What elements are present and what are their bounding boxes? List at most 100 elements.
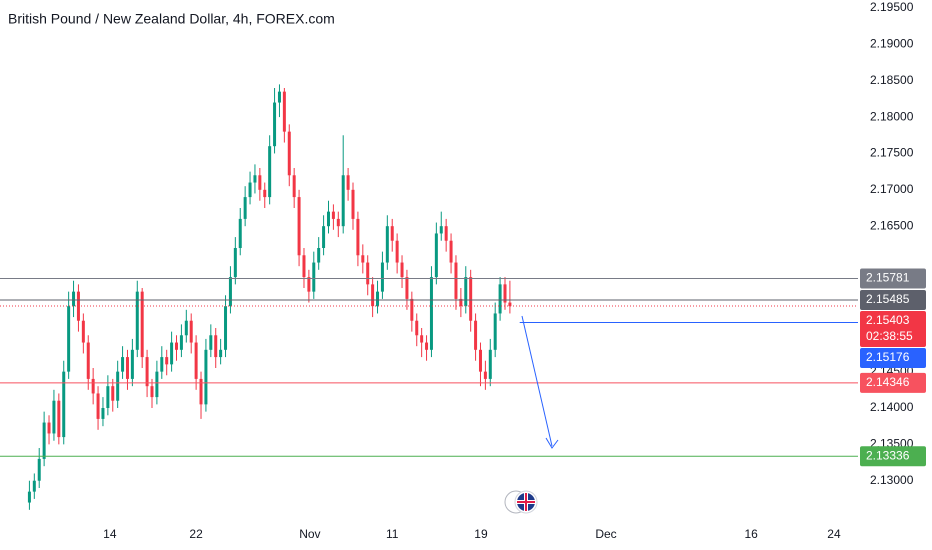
- y-tick-label: 2.14000: [870, 400, 914, 414]
- candle-body: [346, 175, 350, 190]
- overlay: [504, 315, 559, 514]
- x-tick-label: Nov: [299, 527, 320, 541]
- candle-body: [302, 255, 306, 278]
- candle-body: [145, 357, 149, 387]
- candle-body: [292, 175, 296, 198]
- candle-body: [361, 255, 365, 263]
- candle-body: [454, 262, 458, 299]
- candle-body: [474, 320, 478, 350]
- candle-body: [253, 175, 257, 183]
- candle-body: [429, 277, 433, 350]
- candle-body: [425, 342, 429, 350]
- candle-body: [32, 480, 36, 492]
- price-badge-label: 2.13336: [866, 448, 910, 462]
- price-badge-label: 2.15176: [866, 350, 910, 364]
- candle-body: [297, 197, 301, 256]
- candle-body: [42, 422, 46, 459]
- y-tick-label: 2.17000: [870, 182, 914, 196]
- candle-body: [214, 335, 218, 358]
- candle-body: [282, 91, 286, 132]
- candle-body: [111, 386, 115, 401]
- candle-body: [179, 335, 183, 350]
- candle-body: [47, 422, 51, 434]
- y-tick-label: 2.18000: [870, 109, 914, 123]
- x-tick-label: Dec: [595, 527, 616, 541]
- candle-body: [469, 277, 473, 321]
- candle-body: [341, 175, 345, 227]
- x-tick-label: 24: [827, 527, 841, 541]
- candle-body: [219, 349, 223, 358]
- candle-body: [317, 248, 321, 263]
- candle-body: [415, 320, 419, 336]
- candle-body: [366, 262, 370, 285]
- candle-body: [336, 218, 340, 227]
- candle-body: [184, 320, 188, 336]
- candle-body: [86, 342, 90, 379]
- candle-body: [326, 211, 330, 227]
- candle-body: [204, 349, 208, 405]
- candle-body: [116, 371, 120, 401]
- candle-body: [395, 240, 399, 263]
- forecast-arrow: [521, 315, 553, 447]
- candle-body: [478, 349, 482, 372]
- candle-body: [37, 458, 41, 481]
- y-tick-label: 2.13000: [870, 473, 914, 487]
- candle-body: [189, 320, 193, 343]
- forecast-arrow-head: [545, 437, 559, 449]
- candle-body: [351, 189, 355, 219]
- price-badge-label: 2.15781: [866, 271, 910, 285]
- candle-body: [209, 335, 213, 350]
- candle-body: [273, 102, 277, 147]
- price-badge: [860, 372, 926, 393]
- candle-body: [135, 291, 139, 350]
- candle-body: [130, 349, 134, 379]
- price-badge: [860, 348, 926, 368]
- candle-body: [62, 371, 66, 438]
- plot-area: [0, 84, 858, 510]
- candle-body: [444, 226, 448, 241]
- candle-body: [121, 357, 125, 372]
- candle-body: [390, 226, 394, 241]
- y-tick-label: 2.18500: [870, 73, 914, 87]
- candle-body: [439, 226, 443, 234]
- candle-body: [160, 357, 164, 372]
- candle-body: [199, 378, 203, 405]
- candle-body: [155, 371, 159, 398]
- candle-body: [376, 291, 380, 307]
- countdown-label: 02:38:55: [866, 329, 913, 343]
- x-tick-label: 19: [474, 527, 488, 541]
- candle-body: [449, 240, 453, 263]
- x-tick-label: 14: [103, 527, 117, 541]
- candle-body: [67, 306, 71, 372]
- price-badge-label: 2.15403: [866, 313, 910, 327]
- x-tick-label: 22: [189, 527, 203, 541]
- y-tick-label: 2.19000: [870, 37, 914, 51]
- candle-body: [258, 175, 262, 190]
- candle-body: [27, 491, 31, 503]
- candle-body: [57, 400, 61, 438]
- candle-body: [277, 91, 281, 103]
- candle-body: [106, 386, 110, 408]
- candle-body: [125, 357, 129, 379]
- price-badge: [860, 446, 926, 467]
- candle-body: [434, 233, 438, 278]
- candle-body: [503, 284, 507, 303]
- candle-body: [287, 131, 291, 176]
- candle-body: [420, 335, 424, 343]
- candle-body: [72, 291, 76, 307]
- candle-body: [371, 284, 375, 307]
- candle-body: [498, 284, 502, 314]
- candle-body: [493, 313, 497, 350]
- candle-body: [233, 248, 237, 278]
- x-tick-label: 11: [386, 527, 399, 541]
- candle-body: [385, 226, 389, 263]
- price-badge-label: 2.14346: [866, 375, 910, 389]
- candle-body: [228, 277, 232, 307]
- candle-body: [175, 342, 179, 350]
- y-tick-label: 2.16500: [870, 218, 914, 232]
- x-tick-label: 16: [744, 527, 758, 541]
- y-tick-label: 2.17500: [870, 146, 914, 160]
- candle-body: [508, 302, 512, 307]
- candle-body: [243, 197, 247, 219]
- candle-body: [405, 277, 409, 299]
